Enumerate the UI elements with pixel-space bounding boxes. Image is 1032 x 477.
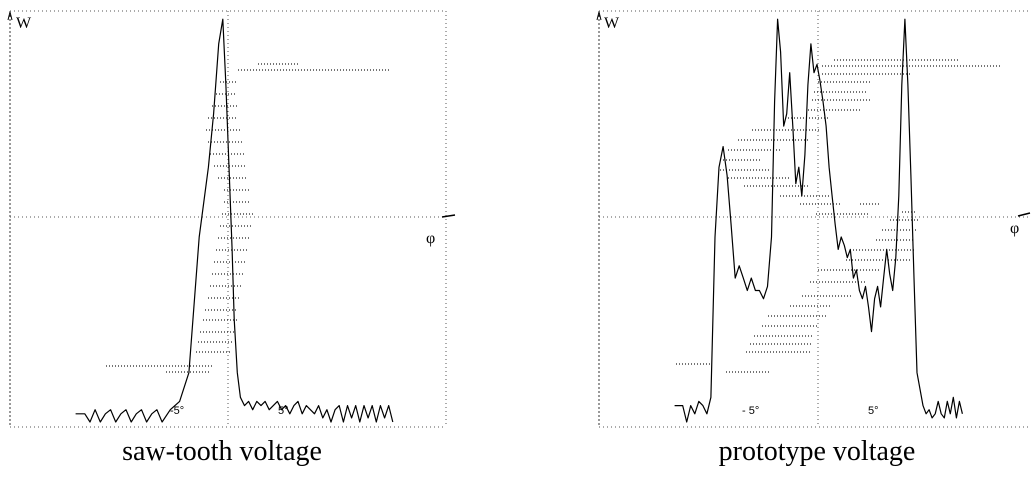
- power-curve-line: [75, 18, 394, 423]
- x-axis-label: φ: [426, 230, 435, 247]
- y-axis-arrow: [596, 11, 602, 21]
- chart-caption: saw-tooth voltage: [122, 436, 322, 467]
- x-axis-arrow: [1017, 212, 1031, 217]
- dotted-distribution-marks: [106, 63, 390, 373]
- x-tick-minus-5: -5°: [170, 405, 184, 417]
- y-axis-label: W: [604, 15, 620, 32]
- x-tick-plus-5: 5°: [868, 405, 879, 417]
- y-axis-label: W: [16, 15, 32, 32]
- prototype-panel: W φ - 5° 5° prototype voltage: [596, 10, 1031, 467]
- power-curve-line: [674, 18, 963, 423]
- x-tick-plus-5: 5°: [278, 405, 289, 417]
- y-axis-arrow: [7, 11, 13, 21]
- x-axis-arrow: [441, 214, 456, 218]
- saw-tooth-panel: W φ -5° 5° saw-tooth voltage: [7, 10, 456, 467]
- dotted-distribution-marks: [676, 59, 1000, 373]
- x-axis-label: φ: [1010, 220, 1019, 237]
- x-tick-minus-5: - 5°: [742, 405, 759, 417]
- chart-caption: prototype voltage: [719, 436, 916, 467]
